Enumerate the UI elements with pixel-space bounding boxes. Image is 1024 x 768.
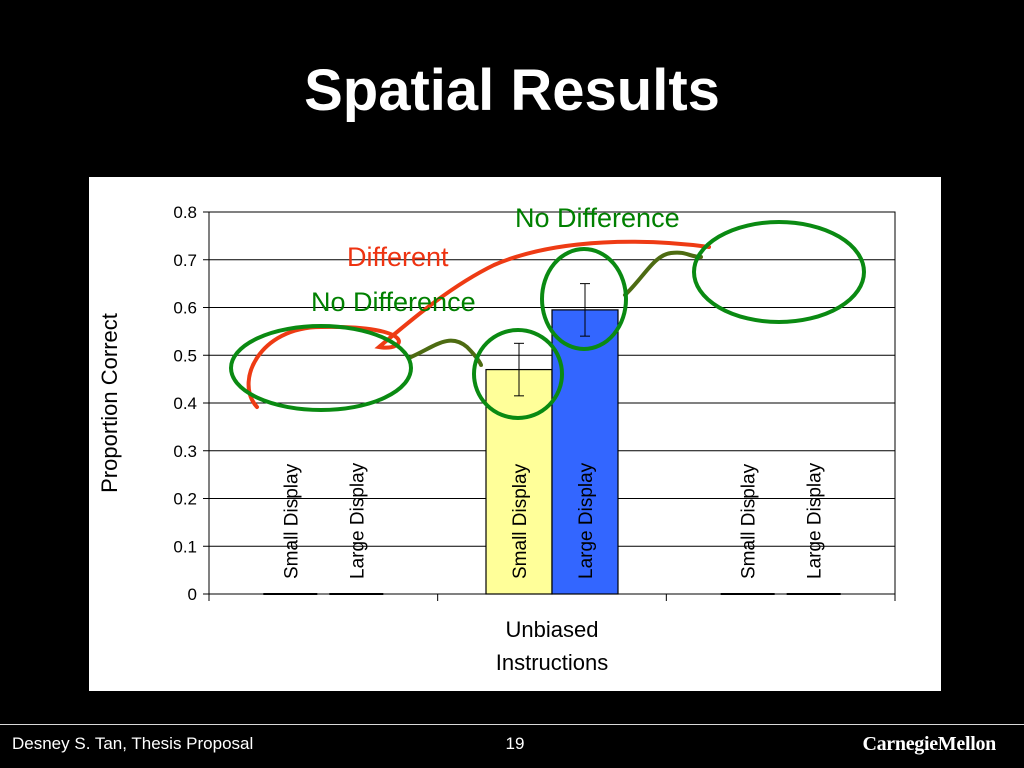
annotation-no-difference: No Difference (515, 203, 680, 233)
x-group-label: Unbiased Instructions (496, 617, 609, 675)
bar-chart: 0 0.1 0.2 0.3 0.4 0.5 0.6 0.7 0.8 Proportion Corr… (97, 203, 896, 675)
bar-category-label: Small Display (739, 463, 760, 579)
large-display-circle (540, 247, 628, 351)
slide-title: Spatial Results (304, 58, 720, 123)
y-tick-label: 0.6 (173, 299, 197, 318)
y-tick-label: 0.2 (173, 490, 197, 509)
y-tick-label: 0.3 (173, 442, 197, 461)
page-number: 19 (505, 734, 525, 753)
y-tick-label: 0.5 (173, 346, 197, 365)
bar-category-label: Large Display (576, 462, 597, 579)
small-display-circle (472, 328, 564, 420)
left-group-circle (229, 324, 413, 412)
footer-author: Desney S. Tan, Thesis Proposal (12, 734, 254, 753)
y-tick-label: 0.7 (173, 251, 197, 270)
y-axis-label: Proportion Correct (97, 313, 122, 493)
annotation-no-difference: No Difference (311, 287, 476, 317)
bar-category-label: Large Display (805, 462, 826, 579)
no-difference-curve (409, 250, 703, 367)
y-tick-label: 0 (188, 585, 197, 604)
right-group-circle (692, 220, 866, 324)
bar-category-label: Small Display (281, 463, 302, 579)
y-tick-label: 0.8 (173, 203, 197, 222)
bar-large-display (551, 309, 619, 595)
bar-category-label: Large Display (347, 462, 368, 579)
bar-small-display (485, 368, 553, 595)
footer-divider (0, 724, 1024, 725)
different-curve (246, 239, 711, 409)
carnegie-mellon-logo: CarnegieMellon (862, 733, 996, 755)
y-tick-label: 0.1 (173, 537, 197, 556)
chart-panel: 0 0.1 0.2 0.3 0.4 0.5 0.6 0.7 0.8 Proportion Corr… (89, 177, 941, 691)
y-tick-label: 0.4 (173, 394, 197, 413)
bar-category-label: Small Display (510, 463, 531, 579)
annotation-different: Different (347, 242, 449, 272)
